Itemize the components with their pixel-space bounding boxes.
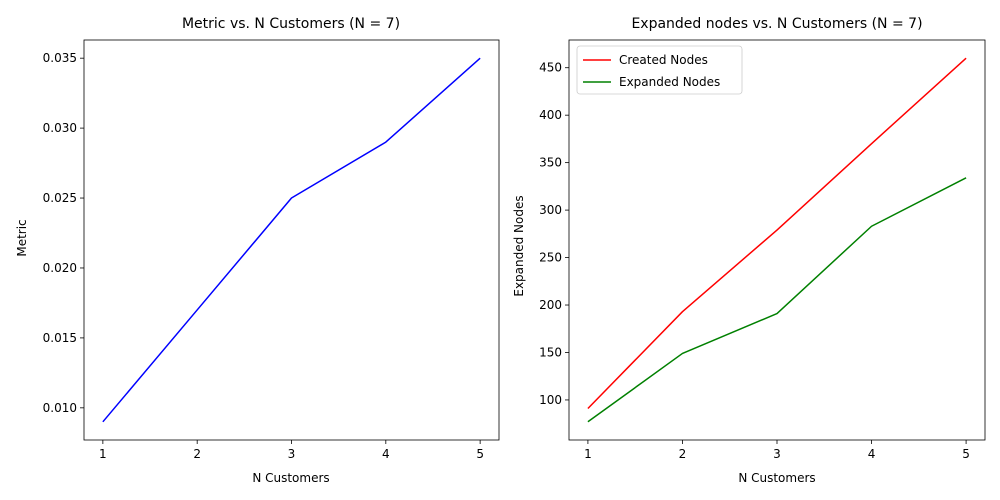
y-tick-label: 250	[539, 251, 562, 265]
legend: Created Nodes Expanded Nodes	[576, 45, 743, 95]
expanded-nodes-chart: Expanded nodes vs. N Customers (N = 7) 1…	[512, 16, 986, 485]
y-tick-label: 0.035	[43, 51, 77, 65]
y-tick-label: 0.030	[43, 121, 77, 135]
y-tick-label: 200	[539, 298, 562, 312]
chart-title: Expanded nodes vs. N Customers (N = 7)	[631, 16, 922, 32]
y-tick-label: 150	[539, 345, 562, 359]
x-tick-label: 5	[476, 447, 484, 461]
x-axis-label: N Customers	[738, 471, 815, 485]
x-tick-label: 2	[193, 447, 201, 461]
y-tick-label: 300	[539, 203, 562, 217]
x-tick-label: 2	[679, 447, 687, 461]
chart-title: Metric vs. N Customers (N = 7)	[182, 16, 400, 32]
y-tick-label: 100	[539, 393, 562, 407]
y-tick-label: 0.020	[43, 261, 77, 275]
x-tick-label: 3	[288, 447, 296, 461]
series-line-0	[102, 57, 481, 423]
y-axis-label: Expanded Nodes	[512, 195, 526, 296]
y-tick-label: 450	[539, 61, 562, 75]
x-tick-label: 5	[962, 447, 970, 461]
x-tick-label: 1	[584, 447, 592, 461]
series-line-created-nodes	[587, 57, 967, 410]
legend-label: Expanded Nodes	[619, 75, 720, 89]
y-tick-label: 400	[539, 108, 562, 122]
x-tick-label: 1	[99, 447, 107, 461]
x-tick-label: 4	[868, 447, 876, 461]
metric-chart: Metric vs. N Customers (N = 7) 1 2 3 4 5 0.01…	[15, 16, 500, 485]
y-tick-label: 0.015	[43, 331, 77, 345]
series-line-expanded-nodes	[587, 177, 967, 423]
y-tick-label: 0.025	[43, 191, 77, 205]
x-axis-label: N Customers	[252, 471, 329, 485]
y-tick-label: 0.010	[43, 401, 77, 415]
legend-box	[576, 45, 743, 95]
legend-label: Created Nodes	[619, 53, 708, 67]
x-tick-label: 3	[773, 447, 781, 461]
y-tick-label: 350	[539, 156, 562, 170]
x-tick-label: 4	[382, 447, 390, 461]
y-axis-label: Metric	[15, 219, 29, 256]
